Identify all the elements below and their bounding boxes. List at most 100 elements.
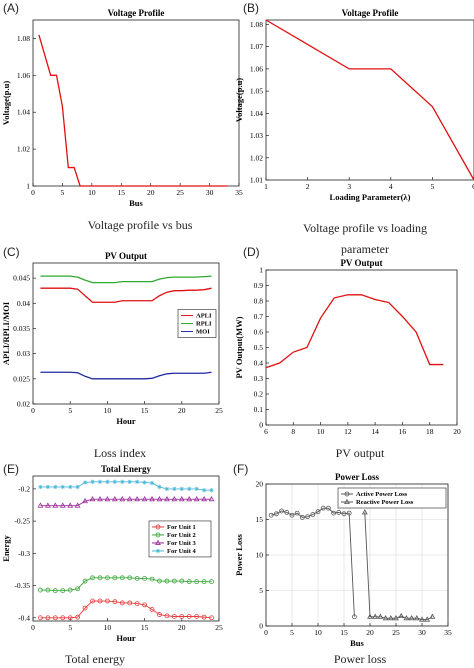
data-point bbox=[89, 495, 96, 502]
data-point bbox=[37, 502, 44, 508]
legend-label: RPLI bbox=[196, 321, 212, 328]
series-reactive-power-loss bbox=[361, 509, 436, 622]
data-point bbox=[201, 579, 207, 585]
x-tick-label: 20 bbox=[178, 406, 186, 415]
x-tick-label: 25 bbox=[176, 188, 184, 197]
data-point bbox=[194, 579, 200, 585]
x-tick-label: 1 bbox=[264, 182, 268, 191]
y-tick-label: 1.06 bbox=[250, 64, 263, 73]
series-line bbox=[40, 371, 212, 380]
x-tick-label: 20 bbox=[147, 188, 155, 197]
y-tick-label: 15 bbox=[256, 515, 264, 524]
data-point bbox=[377, 613, 384, 619]
caption-c: Loss index bbox=[93, 446, 147, 460]
data-point bbox=[74, 502, 81, 508]
series-line bbox=[40, 275, 212, 284]
series-0 bbox=[38, 34, 228, 187]
series-0 bbox=[265, 294, 444, 369]
data-point bbox=[105, 598, 110, 604]
data-point bbox=[90, 598, 95, 604]
chart-voltage-vs-bus: 0 5 10 15 20 25 30 35 1 1.02 1.04 1.06 1.08 Voltage P… bbox=[1, 8, 243, 208]
data-point bbox=[194, 486, 199, 492]
data-point bbox=[201, 487, 207, 493]
x-tick-label: 15 bbox=[141, 623, 149, 632]
panel-label-b: (B) bbox=[243, 1, 259, 15]
plot-frame bbox=[265, 19, 474, 181]
data-point bbox=[82, 605, 88, 611]
data-point bbox=[193, 495, 200, 502]
series-0 bbox=[265, 19, 474, 181]
y-tick-label: 0.1 bbox=[254, 405, 264, 414]
legend-label: MOI bbox=[196, 329, 210, 336]
x-tick-label: 14 bbox=[371, 427, 379, 436]
chart-power-loss: 0 5 10 15 20 25 30 35 0 5 10 15 20 Power Loss Bus Power… bbox=[234, 472, 452, 648]
y-tick-label: -0.25 bbox=[14, 517, 30, 526]
y-tick-label: 1.04 bbox=[17, 108, 30, 117]
y-axis-label: Voltage(p.u) bbox=[234, 78, 244, 122]
x-tick-label: 5 bbox=[290, 628, 294, 637]
data-point bbox=[119, 495, 126, 502]
data-point bbox=[179, 578, 185, 584]
panel-label-c: (C) bbox=[3, 245, 20, 259]
x-tick-label: 10 bbox=[317, 427, 325, 436]
data-point bbox=[82, 578, 88, 584]
data-point bbox=[178, 495, 185, 502]
data-point bbox=[289, 512, 295, 518]
data-point bbox=[194, 614, 200, 619]
y-tick-label: -0.3 bbox=[18, 549, 30, 558]
y-tick-label: 1.01 bbox=[250, 176, 263, 185]
data-point bbox=[127, 575, 133, 581]
data-point bbox=[320, 505, 326, 511]
x-tick-label: 2 bbox=[306, 182, 310, 191]
data-point bbox=[201, 495, 207, 502]
data-point bbox=[284, 510, 290, 515]
data-point bbox=[209, 487, 214, 493]
data-point bbox=[149, 607, 155, 612]
x-axis-label: Hour bbox=[116, 416, 136, 426]
x-tick-label: 4 bbox=[389, 182, 393, 191]
data-point bbox=[127, 479, 132, 484]
data-point bbox=[336, 510, 342, 515]
y-tick-label: 0.04 bbox=[17, 299, 30, 308]
data-point bbox=[38, 484, 43, 490]
data-point bbox=[90, 575, 95, 581]
data-point bbox=[201, 614, 207, 620]
data-point bbox=[67, 587, 73, 593]
series-apli bbox=[40, 287, 212, 303]
caption-e: Total energy bbox=[65, 652, 125, 666]
y-axis-label: Power Loss bbox=[234, 533, 244, 575]
data-point bbox=[164, 486, 170, 492]
caption-d: PV output bbox=[335, 446, 385, 460]
data-point bbox=[75, 586, 81, 592]
x-tick-label: 10 bbox=[88, 188, 96, 197]
data-point bbox=[105, 479, 110, 484]
y-tick-label: 0 bbox=[259, 622, 263, 631]
data-point bbox=[112, 479, 118, 484]
caption-f: Power loss bbox=[333, 652, 387, 666]
y-tick-label: 0.025 bbox=[13, 374, 30, 383]
x-tick-label: 8 bbox=[291, 427, 295, 436]
y-tick-label: 1.02 bbox=[250, 153, 263, 162]
data-point bbox=[157, 578, 162, 584]
plot-frame bbox=[32, 262, 220, 405]
data-point bbox=[179, 486, 184, 492]
y-tick-label: 20 bbox=[256, 480, 264, 489]
x-tick-label: 10 bbox=[104, 623, 112, 632]
series-line bbox=[265, 19, 474, 181]
series-for-unit-3 bbox=[37, 495, 215, 508]
data-point bbox=[119, 600, 125, 606]
caption-b: Voltage profile vs loading parameter bbox=[302, 221, 428, 256]
data-point bbox=[60, 588, 66, 594]
data-point bbox=[119, 575, 125, 581]
y-tick-label: 1.04 bbox=[250, 109, 263, 118]
y-tick-label: -0.4 bbox=[18, 613, 30, 622]
data-point bbox=[179, 614, 185, 619]
series-for-unit-2 bbox=[38, 575, 214, 594]
x-tick-label: 6 bbox=[472, 182, 474, 191]
panel-label-d: (D) bbox=[243, 245, 260, 259]
data-point bbox=[142, 602, 148, 608]
data-point bbox=[82, 480, 88, 485]
chart-title: Voltage Profile bbox=[342, 8, 399, 18]
data-point bbox=[171, 614, 177, 619]
y-tick-label: -0.2 bbox=[18, 484, 30, 493]
